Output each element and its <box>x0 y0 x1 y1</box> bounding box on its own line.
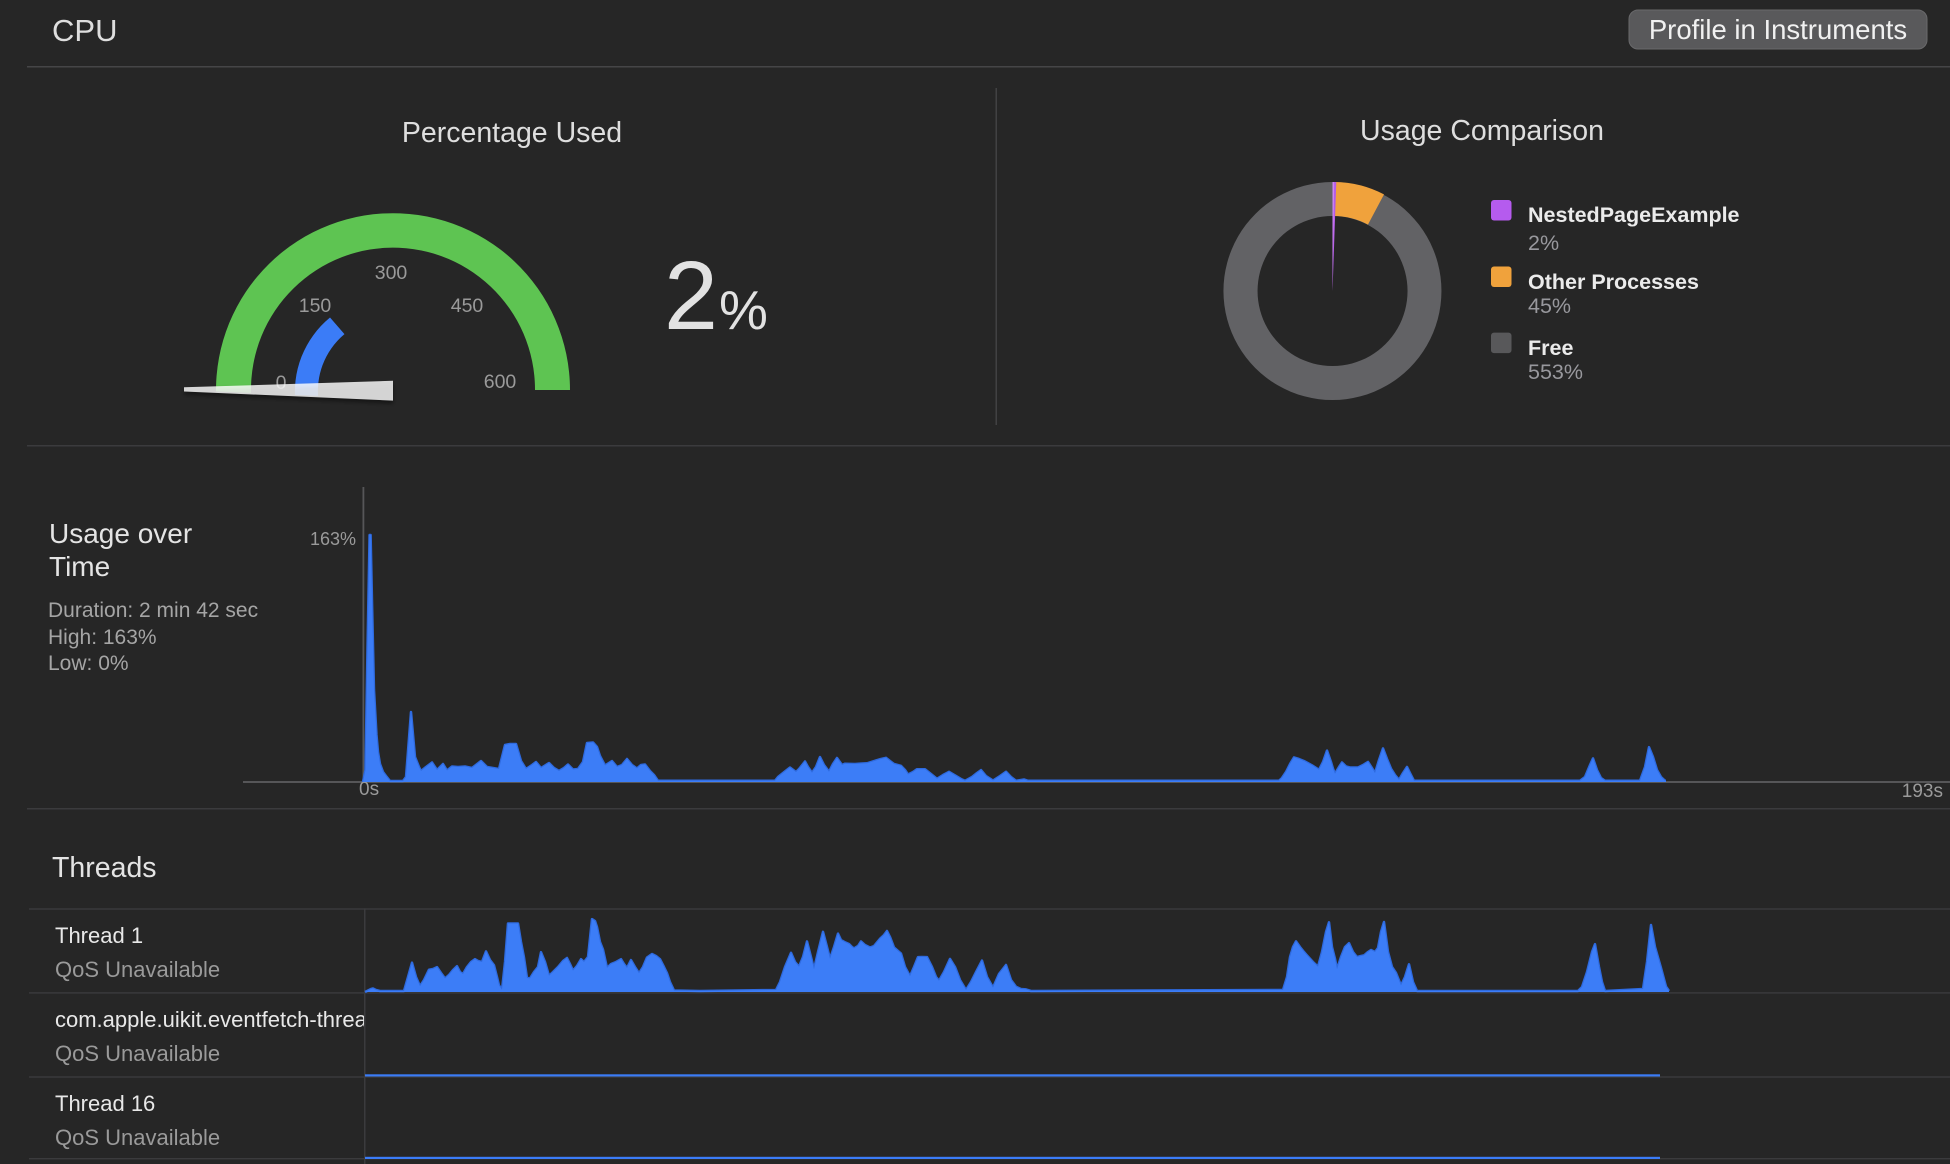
svg-text:193s: 193s <box>1902 781 1943 802</box>
svg-text:0: 0 <box>276 372 287 394</box>
svg-text:Thread 16: Thread 16 <box>55 1091 155 1116</box>
svg-text:45%: 45% <box>1528 294 1571 318</box>
svg-text:QoS Unavailable: QoS Unavailable <box>55 1125 220 1150</box>
svg-text:2: 2 <box>664 241 718 350</box>
svg-text:163%: 163% <box>310 529 356 549</box>
svg-text:Other Processes: Other Processes <box>1528 270 1699 294</box>
svg-text:Profile in Instruments: Profile in Instruments <box>1649 14 1907 45</box>
svg-text:CPU: CPU <box>52 13 117 48</box>
svg-text:300: 300 <box>375 262 408 284</box>
svg-text:com.apple.uikit.eventfetch-thr: com.apple.uikit.eventfetch-thread <box>55 1007 379 1032</box>
svg-text:QoS Unavailable: QoS Unavailable <box>55 957 220 982</box>
svg-text:2%: 2% <box>1528 231 1559 255</box>
svg-text:150: 150 <box>299 295 332 317</box>
svg-text:NestedPageExample: NestedPageExample <box>1528 203 1740 227</box>
svg-text:Duration: 2 min 42 sec: Duration: 2 min 42 sec <box>48 599 258 622</box>
svg-text:553%: 553% <box>1528 360 1583 384</box>
svg-text:Usage over: Usage over <box>49 518 192 549</box>
svg-text:Free: Free <box>1528 336 1573 360</box>
svg-text:0s: 0s <box>359 779 379 800</box>
svg-text:Threads: Threads <box>52 852 157 884</box>
svg-text:Time: Time <box>49 551 110 582</box>
svg-text:%: % <box>719 279 768 341</box>
svg-text:450: 450 <box>451 295 484 317</box>
svg-text:Usage Comparison: Usage Comparison <box>1360 115 1604 147</box>
svg-text:Low: 0%: Low: 0% <box>48 652 129 675</box>
svg-text:High: 163%: High: 163% <box>48 626 157 649</box>
svg-text:QoS Unavailable: QoS Unavailable <box>55 1041 220 1066</box>
svg-text:600: 600 <box>484 371 517 393</box>
svg-text:Thread 1: Thread 1 <box>55 923 143 948</box>
svg-text:Percentage Used: Percentage Used <box>402 117 622 149</box>
